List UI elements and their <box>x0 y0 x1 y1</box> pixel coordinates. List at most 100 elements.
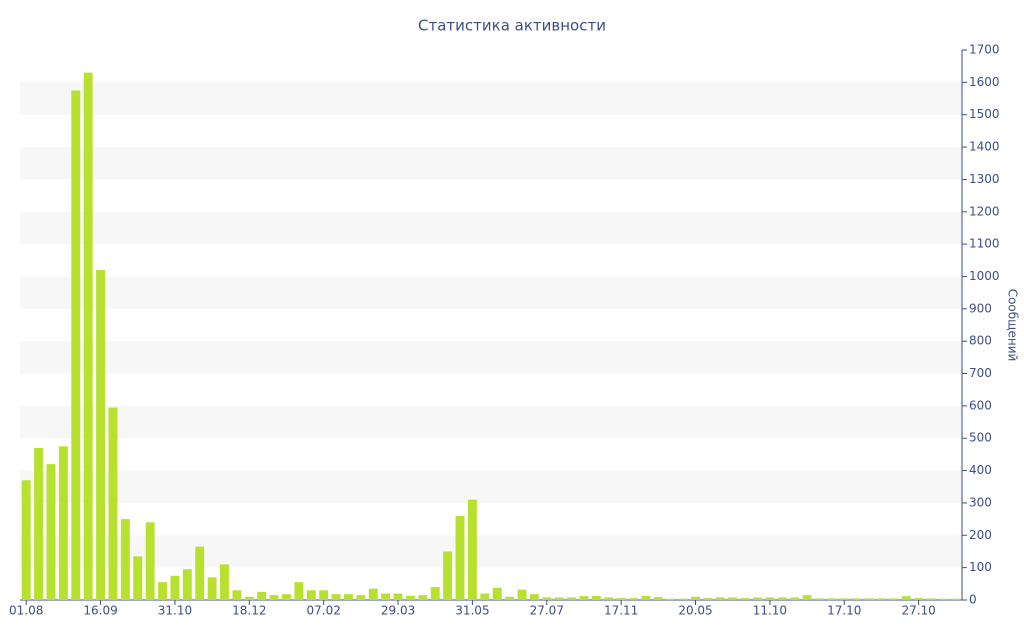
bar <box>244 596 254 600</box>
x-tick-label: 18.12 <box>232 604 266 618</box>
bar <box>901 596 911 600</box>
bar <box>158 582 168 600</box>
bar <box>951 598 961 600</box>
x-tick-label: 01.08 <box>9 604 43 618</box>
bar <box>864 598 874 600</box>
y-tick-label: 1700 <box>969 43 1000 57</box>
bar <box>455 515 465 600</box>
bar <box>852 598 862 600</box>
grid-band <box>20 405 962 439</box>
bar <box>653 597 663 600</box>
bar <box>343 594 353 600</box>
bar <box>368 588 378 600</box>
y-tick-label: 1300 <box>969 172 1000 186</box>
y-tick-label: 1600 <box>969 75 1000 89</box>
grid-band <box>20 341 962 374</box>
bar <box>294 582 304 600</box>
y-tick-label: 0 <box>969 593 977 607</box>
bar <box>914 598 924 600</box>
bar <box>529 594 539 600</box>
bar <box>777 597 787 600</box>
bar <box>715 597 725 600</box>
bar <box>876 598 886 600</box>
bar <box>641 595 651 600</box>
bar <box>46 464 56 600</box>
bar <box>306 590 316 600</box>
bar <box>554 597 564 600</box>
bar <box>926 598 936 600</box>
x-tick-label: 27.10 <box>901 604 935 618</box>
bar <box>567 597 577 600</box>
grid-band <box>20 470 962 503</box>
bar <box>71 90 81 601</box>
bar <box>34 447 44 600</box>
bar <box>393 593 403 600</box>
y-tick-label: 600 <box>969 398 992 412</box>
y-tick-label: 1200 <box>969 204 1000 218</box>
y-tick-label: 1500 <box>969 107 1000 121</box>
bar <box>666 598 676 600</box>
x-tick-label: 17.11 <box>604 604 638 618</box>
bar <box>505 596 515 600</box>
bar <box>765 597 775 600</box>
bar <box>443 551 453 600</box>
bar <box>356 595 366 600</box>
bar <box>331 594 341 600</box>
bar <box>728 597 738 600</box>
bar <box>740 598 750 600</box>
bar <box>405 595 415 600</box>
bar <box>802 595 812 600</box>
bar <box>108 407 118 600</box>
bar <box>691 596 700 600</box>
x-tick-label: 11.10 <box>753 604 787 618</box>
bar <box>938 598 948 600</box>
bar <box>579 596 589 600</box>
bar <box>195 546 205 600</box>
bar <box>21 480 31 600</box>
y-tick-label: 100 <box>969 560 992 574</box>
x-tick-label: 31.10 <box>158 604 192 618</box>
x-tick-label: 20.05 <box>678 604 712 618</box>
bar <box>591 595 601 600</box>
bar <box>319 590 329 600</box>
y-tick-label: 400 <box>969 463 992 477</box>
bar <box>257 591 267 600</box>
bar <box>418 595 428 600</box>
y-tick-label: 1100 <box>969 237 1000 251</box>
bar <box>269 595 279 600</box>
bar <box>220 564 229 600</box>
bar <box>629 598 639 600</box>
bar <box>517 589 527 600</box>
bar <box>827 598 837 600</box>
y-tick-label: 800 <box>969 334 992 348</box>
y-tick-label: 500 <box>969 431 992 445</box>
bar <box>120 519 130 600</box>
bar <box>145 522 155 600</box>
bar <box>839 598 849 600</box>
y-tick-label: 700 <box>969 366 992 380</box>
y-tick-label: 1400 <box>969 140 1000 154</box>
x-tick-label: 31.05 <box>455 604 489 618</box>
bar <box>790 597 800 600</box>
bar <box>889 598 899 600</box>
x-tick-label: 07.02 <box>306 604 340 618</box>
bar <box>480 593 490 600</box>
grid-band <box>20 82 962 115</box>
grid-band <box>20 147 962 180</box>
bar <box>703 598 713 600</box>
chart-title: Статистика активности <box>418 17 606 35</box>
x-tick-label: 27.07 <box>530 604 564 618</box>
bar <box>678 598 688 600</box>
bar <box>381 593 391 600</box>
bar <box>207 577 217 600</box>
grid-band <box>20 276 962 309</box>
y-tick-label: 300 <box>969 495 992 509</box>
bar <box>542 597 552 600</box>
grid-band <box>20 211 962 245</box>
bar <box>616 598 626 600</box>
bar <box>170 575 180 600</box>
bar <box>58 446 68 600</box>
bar <box>467 499 477 600</box>
bar <box>83 72 93 601</box>
x-tick-label: 17.10 <box>827 604 861 618</box>
